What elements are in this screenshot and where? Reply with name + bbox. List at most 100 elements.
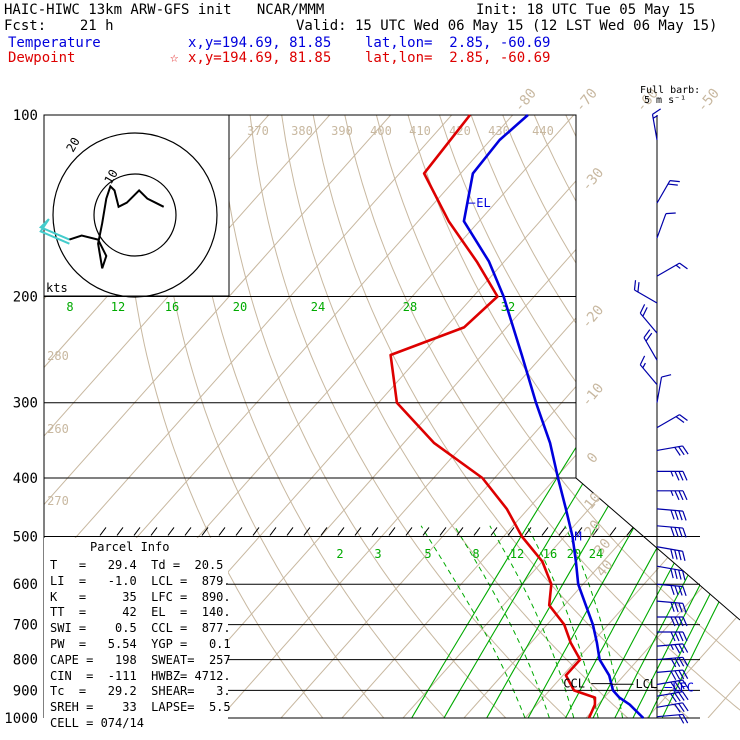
isotherm-label: -80: [511, 86, 540, 116]
hatch-mark: [388, 527, 396, 536]
hatch-mark: [116, 527, 124, 536]
theta-label: 390: [331, 124, 353, 138]
isotherm-line: [707, 115, 740, 718]
mixing-ratio-label: 8: [472, 547, 479, 561]
hatch-mark: [609, 527, 617, 536]
barb-scale-unit: 5 m s⁻¹: [644, 95, 687, 106]
hatch-mark: [541, 527, 549, 536]
theta-label: 370: [247, 124, 269, 138]
wind-barb-flag: [670, 509, 675, 520]
wind-barb: [639, 312, 658, 334]
hatch-mark: [99, 527, 107, 536]
hatch-mark: [167, 527, 175, 536]
dry-adiabat-line: [675, 115, 740, 718]
wind-barb-flag: [678, 510, 683, 521]
isotherm-line: [402, 115, 740, 718]
temperature-line: [462, 114, 645, 719]
wind-barb-flag: [682, 631, 688, 642]
parcel-info-row: SWI = 0.5 CCL = 877.: [50, 621, 231, 636]
el-label: EL: [476, 196, 490, 210]
wind-barb-halfflag: [675, 264, 681, 269]
hodograph-ring-10: [93, 173, 177, 257]
wind-barb-flag: [679, 262, 688, 270]
wind-barb-flag: [639, 355, 646, 365]
theta-label: 430: [488, 124, 510, 138]
dry-adiabat-line: [154, 115, 396, 718]
hatch-mark: [439, 527, 447, 536]
wind-barb: [656, 508, 683, 512]
hatch-mark: [235, 527, 243, 536]
wind-barb: [656, 180, 671, 204]
mixing-ratio-label: 24: [589, 547, 603, 561]
wind-barb-flag: [645, 332, 653, 342]
pressure-label: 100: [13, 108, 38, 124]
isotherm-label: -20: [579, 302, 608, 332]
wind-barb-halfflag: [670, 471, 674, 477]
wind-barb: [634, 289, 658, 304]
wind-barb-flag: [670, 616, 676, 627]
wind-barb-flag: [674, 703, 681, 713]
wind-barb-halfflag: [652, 114, 659, 119]
wind-barb-flag: [670, 602, 675, 612]
wind-barb-flag: [674, 657, 681, 667]
hatch-mark: [490, 527, 498, 536]
wind-barb: [656, 565, 683, 572]
pressure-label: 1000: [4, 711, 38, 727]
theta-label: 270: [47, 494, 69, 508]
wind-barb-flag: [639, 304, 646, 314]
wind-barb-flag: [678, 602, 683, 613]
parcel-info-row: LI = -1.0 LCL = 879.: [50, 573, 231, 588]
wind-barb-flag: [674, 490, 680, 501]
wind-barb-flag: [678, 471, 684, 481]
dry-adiabat-line: [247, 115, 581, 718]
wind-barb: [639, 364, 658, 386]
wind-barb-flag: [682, 691, 689, 701]
theta-label: 380: [291, 124, 313, 138]
pressure-label: 200: [13, 290, 38, 306]
hatch-mark: [422, 527, 430, 536]
wind-barb: [656, 262, 680, 277]
dry-adiabat-line: [369, 115, 740, 718]
wind-barb-flag: [678, 569, 682, 580]
wind-barb-flag: [678, 550, 682, 561]
mixing-ratio-line: [661, 296, 740, 718]
isotherm-line: [463, 115, 740, 718]
wind-barb-flag: [678, 657, 685, 667]
lcl-label: LCL: [635, 677, 657, 691]
hatch-mark: [473, 527, 481, 536]
wind-barb-flag: [670, 681, 677, 691]
hatch-mark: [524, 527, 532, 536]
hodograph-trace: [69, 184, 165, 269]
theta-label: 440: [532, 124, 554, 138]
ccl-label: CCL: [563, 677, 585, 691]
wind-barb-flag: [670, 549, 674, 559]
isotherm-line: [280, 115, 740, 718]
wind-barb-flag: [678, 680, 685, 690]
hatch-mark: [320, 527, 328, 536]
isotherm-label: 10: [581, 490, 604, 513]
hodograph-unit-label: kts: [46, 281, 68, 295]
wind-barb: [656, 414, 680, 429]
moist-adiabat-line: [526, 525, 599, 718]
mixing-ratio-label: 24: [311, 300, 325, 314]
wind-barb-flag: [682, 657, 689, 667]
wind-barb-flag: [674, 692, 681, 702]
wind-barb-flag: [679, 414, 688, 421]
wind-barb-flag: [682, 643, 689, 653]
pressure-label: 900: [13, 683, 38, 699]
temperature-coords: x,y=194.69, 81.85 lat,lon= 2.85, -60.69: [188, 35, 551, 51]
hatch-mark: [133, 527, 141, 536]
wind-barb-flag: [678, 703, 685, 712]
forecast-hour: Fcst: 21 h: [4, 18, 114, 34]
wind-barb-flag: [682, 702, 689, 712]
hatch-mark: [405, 527, 413, 536]
wind-barb-flag: [682, 490, 688, 501]
hatch-mark: [456, 527, 464, 536]
moist-adiabat-line: [564, 525, 624, 718]
dry-adiabat-line: [277, 115, 643, 718]
hodograph: 10 20 kts: [38, 114, 230, 298]
wind-barb-flag: [674, 527, 679, 537]
wind-barb-flag: [670, 658, 677, 668]
wind-barb-flag: [633, 280, 637, 291]
